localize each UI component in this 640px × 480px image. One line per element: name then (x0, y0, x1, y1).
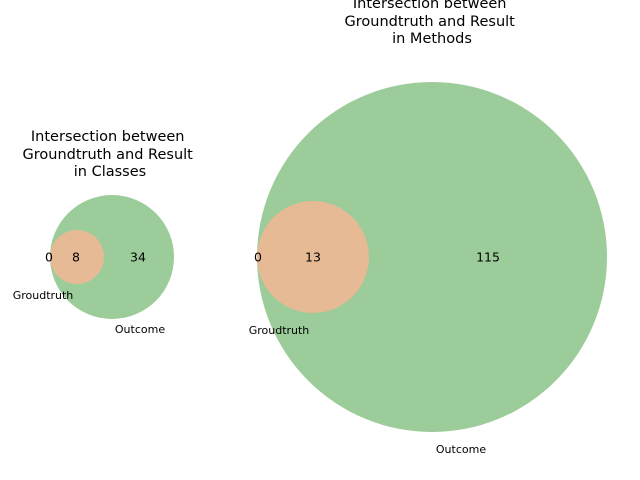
groundtruth-set-label: Groudtruth (13, 289, 74, 302)
groundtruth-only-count: 0 (254, 250, 262, 265)
intersection-count: 8 (72, 250, 80, 265)
outcome-circle (50, 195, 174, 319)
intersection-count: 13 (305, 250, 321, 265)
groundtruth-circle (50, 230, 104, 284)
venn-classes: Intersection between Groundtruth and Res… (13, 129, 198, 336)
venn-classes-title: Intersection between Groundtruth and Res… (23, 129, 198, 180)
outcome-only-count: 34 (130, 250, 146, 265)
outcome-set-label: Outcome (436, 443, 486, 456)
outcome-set-label: Outcome (115, 323, 165, 336)
groundtruth-set-label: Groudtruth (249, 324, 310, 337)
venn-methods: Intersection between Groundtruth and Res… (249, 0, 607, 456)
groundtruth-circle (257, 201, 369, 313)
groundtruth-only-count: 0 (45, 250, 53, 265)
venn-methods-title: Intersection between Groundtruth and Res… (345, 0, 520, 47)
outcome-only-count: 115 (476, 250, 500, 265)
outcome-circle (257, 82, 607, 432)
